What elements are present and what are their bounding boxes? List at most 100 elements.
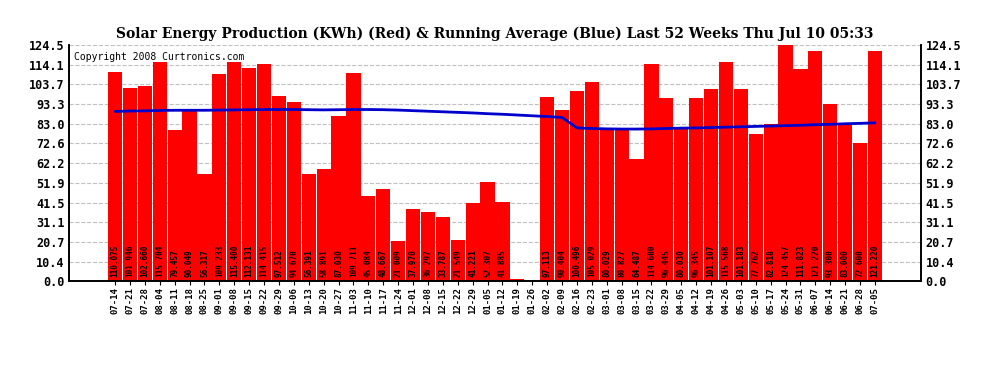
Text: 90.404: 90.404 <box>557 249 566 276</box>
Bar <box>138 87 151 281</box>
Text: 45.084: 45.084 <box>364 249 373 276</box>
Text: 115.704: 115.704 <box>155 244 164 276</box>
Text: 33.787: 33.787 <box>439 249 447 276</box>
Bar <box>793 69 808 281</box>
Bar <box>839 124 852 281</box>
Bar <box>689 98 703 281</box>
Bar <box>272 96 286 281</box>
Text: 37.970: 37.970 <box>409 249 418 276</box>
Text: 101.107: 101.107 <box>707 244 716 276</box>
Text: 94.670: 94.670 <box>289 249 298 276</box>
Bar <box>704 89 718 281</box>
Text: 90.049: 90.049 <box>185 249 194 276</box>
Text: 109.233: 109.233 <box>215 244 224 276</box>
Text: 83.000: 83.000 <box>841 249 849 276</box>
Text: 56.317: 56.317 <box>200 249 209 276</box>
Bar <box>361 196 375 281</box>
Bar <box>674 129 688 281</box>
Bar <box>808 51 823 281</box>
Text: 36.297: 36.297 <box>424 249 433 276</box>
Bar <box>495 202 510 281</box>
Bar <box>748 134 763 281</box>
Bar <box>376 189 390 281</box>
Bar <box>182 110 197 281</box>
Bar <box>734 89 747 281</box>
Text: 111.823: 111.823 <box>796 244 805 276</box>
Text: 82.818: 82.818 <box>766 249 775 276</box>
Text: 87.030: 87.030 <box>334 249 344 276</box>
Text: 48.667: 48.667 <box>379 249 388 276</box>
Bar <box>778 45 793 281</box>
Bar <box>406 209 420 281</box>
Bar <box>600 129 614 281</box>
Text: 102.660: 102.660 <box>141 244 149 276</box>
Text: Copyright 2008 Curtronics.com: Copyright 2008 Curtronics.com <box>73 52 244 62</box>
Bar <box>243 69 256 281</box>
Bar <box>332 116 346 281</box>
Text: 101.946: 101.946 <box>126 244 135 276</box>
Text: 101.183: 101.183 <box>737 244 745 276</box>
Bar <box>167 130 182 281</box>
Text: 21.549: 21.549 <box>453 249 462 276</box>
Bar <box>853 144 867 281</box>
Text: 64.487: 64.487 <box>632 249 642 276</box>
Bar <box>197 174 212 281</box>
Bar <box>570 90 584 281</box>
Text: 96.345: 96.345 <box>692 249 701 276</box>
Text: 114.600: 114.600 <box>646 244 656 276</box>
Bar <box>465 203 480 281</box>
Text: 110.075: 110.075 <box>111 244 120 276</box>
Text: 115.568: 115.568 <box>722 244 731 276</box>
Text: 41.221: 41.221 <box>468 249 477 276</box>
Bar <box>719 62 733 281</box>
Bar <box>212 74 227 281</box>
Text: 56.391: 56.391 <box>304 249 313 276</box>
Bar <box>763 124 778 281</box>
Text: 93.300: 93.300 <box>826 249 835 276</box>
Text: 121.220: 121.220 <box>870 244 879 276</box>
Text: 112.131: 112.131 <box>245 244 253 276</box>
Text: 21.009: 21.009 <box>394 249 403 276</box>
Bar <box>450 240 465 281</box>
Bar <box>317 170 331 281</box>
Text: 41.885: 41.885 <box>498 249 507 276</box>
Text: 52.307: 52.307 <box>483 249 492 276</box>
Bar <box>302 174 316 281</box>
Bar <box>480 182 495 281</box>
Bar <box>644 64 658 281</box>
Text: 80.827: 80.827 <box>617 249 626 276</box>
Bar <box>510 279 525 281</box>
Text: 109.711: 109.711 <box>348 244 358 276</box>
Text: 58.891: 58.891 <box>319 249 328 276</box>
Bar <box>421 212 435 281</box>
Text: 97.512: 97.512 <box>274 249 283 276</box>
Text: 121.220: 121.220 <box>811 244 820 276</box>
Bar <box>391 242 405 281</box>
Bar <box>585 82 599 281</box>
Text: 72.600: 72.600 <box>855 249 864 276</box>
Bar <box>346 73 360 281</box>
Bar <box>555 110 569 281</box>
Bar <box>152 62 167 281</box>
Bar <box>659 98 673 281</box>
Bar <box>868 51 882 281</box>
Bar <box>123 88 137 281</box>
Text: 114.415: 114.415 <box>259 244 268 276</box>
Bar <box>108 72 122 281</box>
Text: 97.113: 97.113 <box>543 249 551 276</box>
Bar <box>615 128 629 281</box>
Bar <box>436 217 449 281</box>
Text: 80.029: 80.029 <box>602 249 611 276</box>
Title: Solar Energy Production (KWh) (Red) & Running Average (Blue) Last 52 Weeks Thu J: Solar Energy Production (KWh) (Red) & Ru… <box>116 27 874 41</box>
Text: 79.457: 79.457 <box>170 249 179 276</box>
Bar <box>823 104 838 281</box>
Text: 115.400: 115.400 <box>230 244 239 276</box>
Text: 100.496: 100.496 <box>572 244 581 276</box>
Bar <box>287 102 301 281</box>
Text: 77.762: 77.762 <box>751 249 760 276</box>
Text: 96.445: 96.445 <box>662 249 671 276</box>
Bar <box>257 64 271 281</box>
Text: 105.029: 105.029 <box>587 244 596 276</box>
Bar <box>541 97 554 281</box>
Text: 124.457: 124.457 <box>781 244 790 276</box>
